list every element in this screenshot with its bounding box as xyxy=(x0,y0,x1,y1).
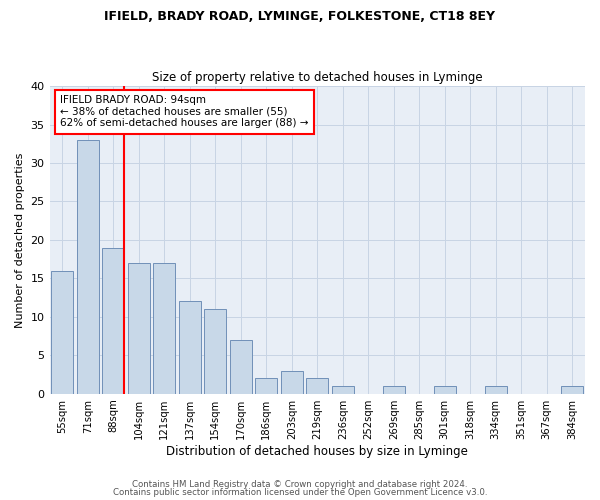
Bar xyxy=(52,270,73,394)
Bar xyxy=(77,140,98,394)
Text: IFIELD, BRADY ROAD, LYMINGE, FOLKESTONE, CT18 8EY: IFIELD, BRADY ROAD, LYMINGE, FOLKESTONE,… xyxy=(104,10,496,23)
Bar xyxy=(154,263,175,394)
Bar xyxy=(485,386,506,394)
Bar xyxy=(281,370,302,394)
Bar xyxy=(128,263,149,394)
Y-axis label: Number of detached properties: Number of detached properties xyxy=(15,152,25,328)
Bar xyxy=(383,386,404,394)
X-axis label: Distribution of detached houses by size in Lyminge: Distribution of detached houses by size … xyxy=(166,444,468,458)
Bar xyxy=(562,386,583,394)
Title: Size of property relative to detached houses in Lyminge: Size of property relative to detached ho… xyxy=(152,70,482,84)
Text: Contains HM Land Registry data © Crown copyright and database right 2024.: Contains HM Land Registry data © Crown c… xyxy=(132,480,468,489)
Bar xyxy=(307,378,328,394)
Bar xyxy=(332,386,353,394)
Bar xyxy=(230,340,251,394)
Bar xyxy=(103,248,124,394)
Text: Contains public sector information licensed under the Open Government Licence v3: Contains public sector information licen… xyxy=(113,488,487,497)
Text: IFIELD BRADY ROAD: 94sqm
← 38% of detached houses are smaller (55)
62% of semi-d: IFIELD BRADY ROAD: 94sqm ← 38% of detach… xyxy=(60,96,309,128)
Bar xyxy=(256,378,277,394)
Bar xyxy=(434,386,455,394)
Bar xyxy=(205,309,226,394)
Bar xyxy=(179,302,200,394)
